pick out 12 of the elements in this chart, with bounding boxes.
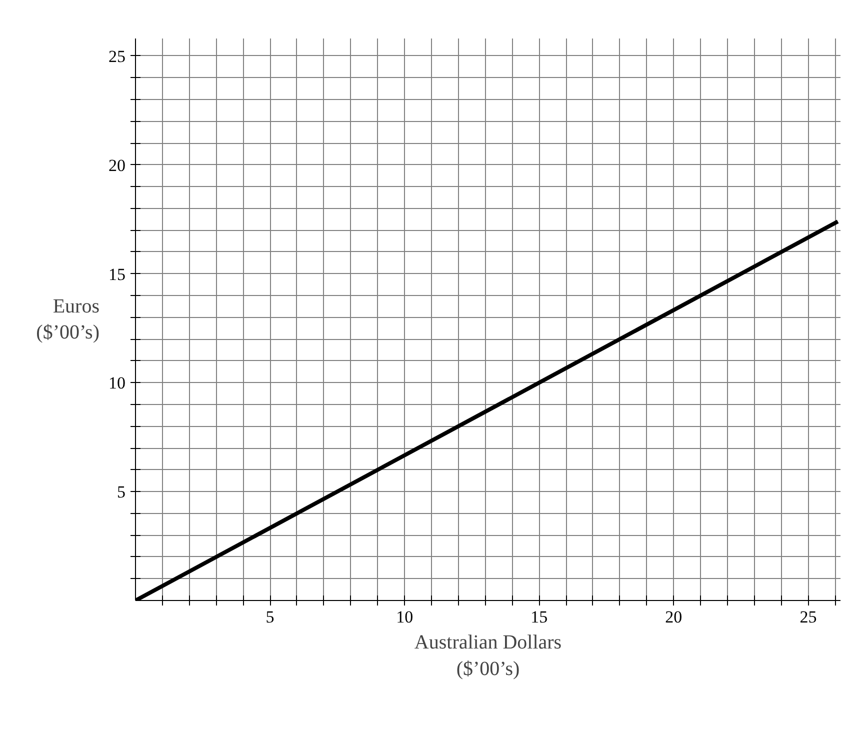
y-tick-label: 10 [108, 374, 126, 393]
x-tick-label: 15 [530, 608, 548, 626]
y-tick-label: 15 [108, 264, 126, 284]
x-tick-label: 10 [396, 608, 414, 626]
y-axis-title: Euros ($’00’s) [36, 295, 100, 344]
y-tick-label: 5 [117, 482, 126, 502]
y-tick-label: 25 [108, 46, 126, 66]
x-tick-label: 5 [266, 608, 274, 626]
x-axis-title: Australian Dollars ($’00’s) [414, 632, 562, 680]
x-tick-label: 20 [665, 608, 682, 626]
x-tick-label: 25 [800, 608, 817, 626]
y-tick-label: 20 [108, 156, 126, 175]
